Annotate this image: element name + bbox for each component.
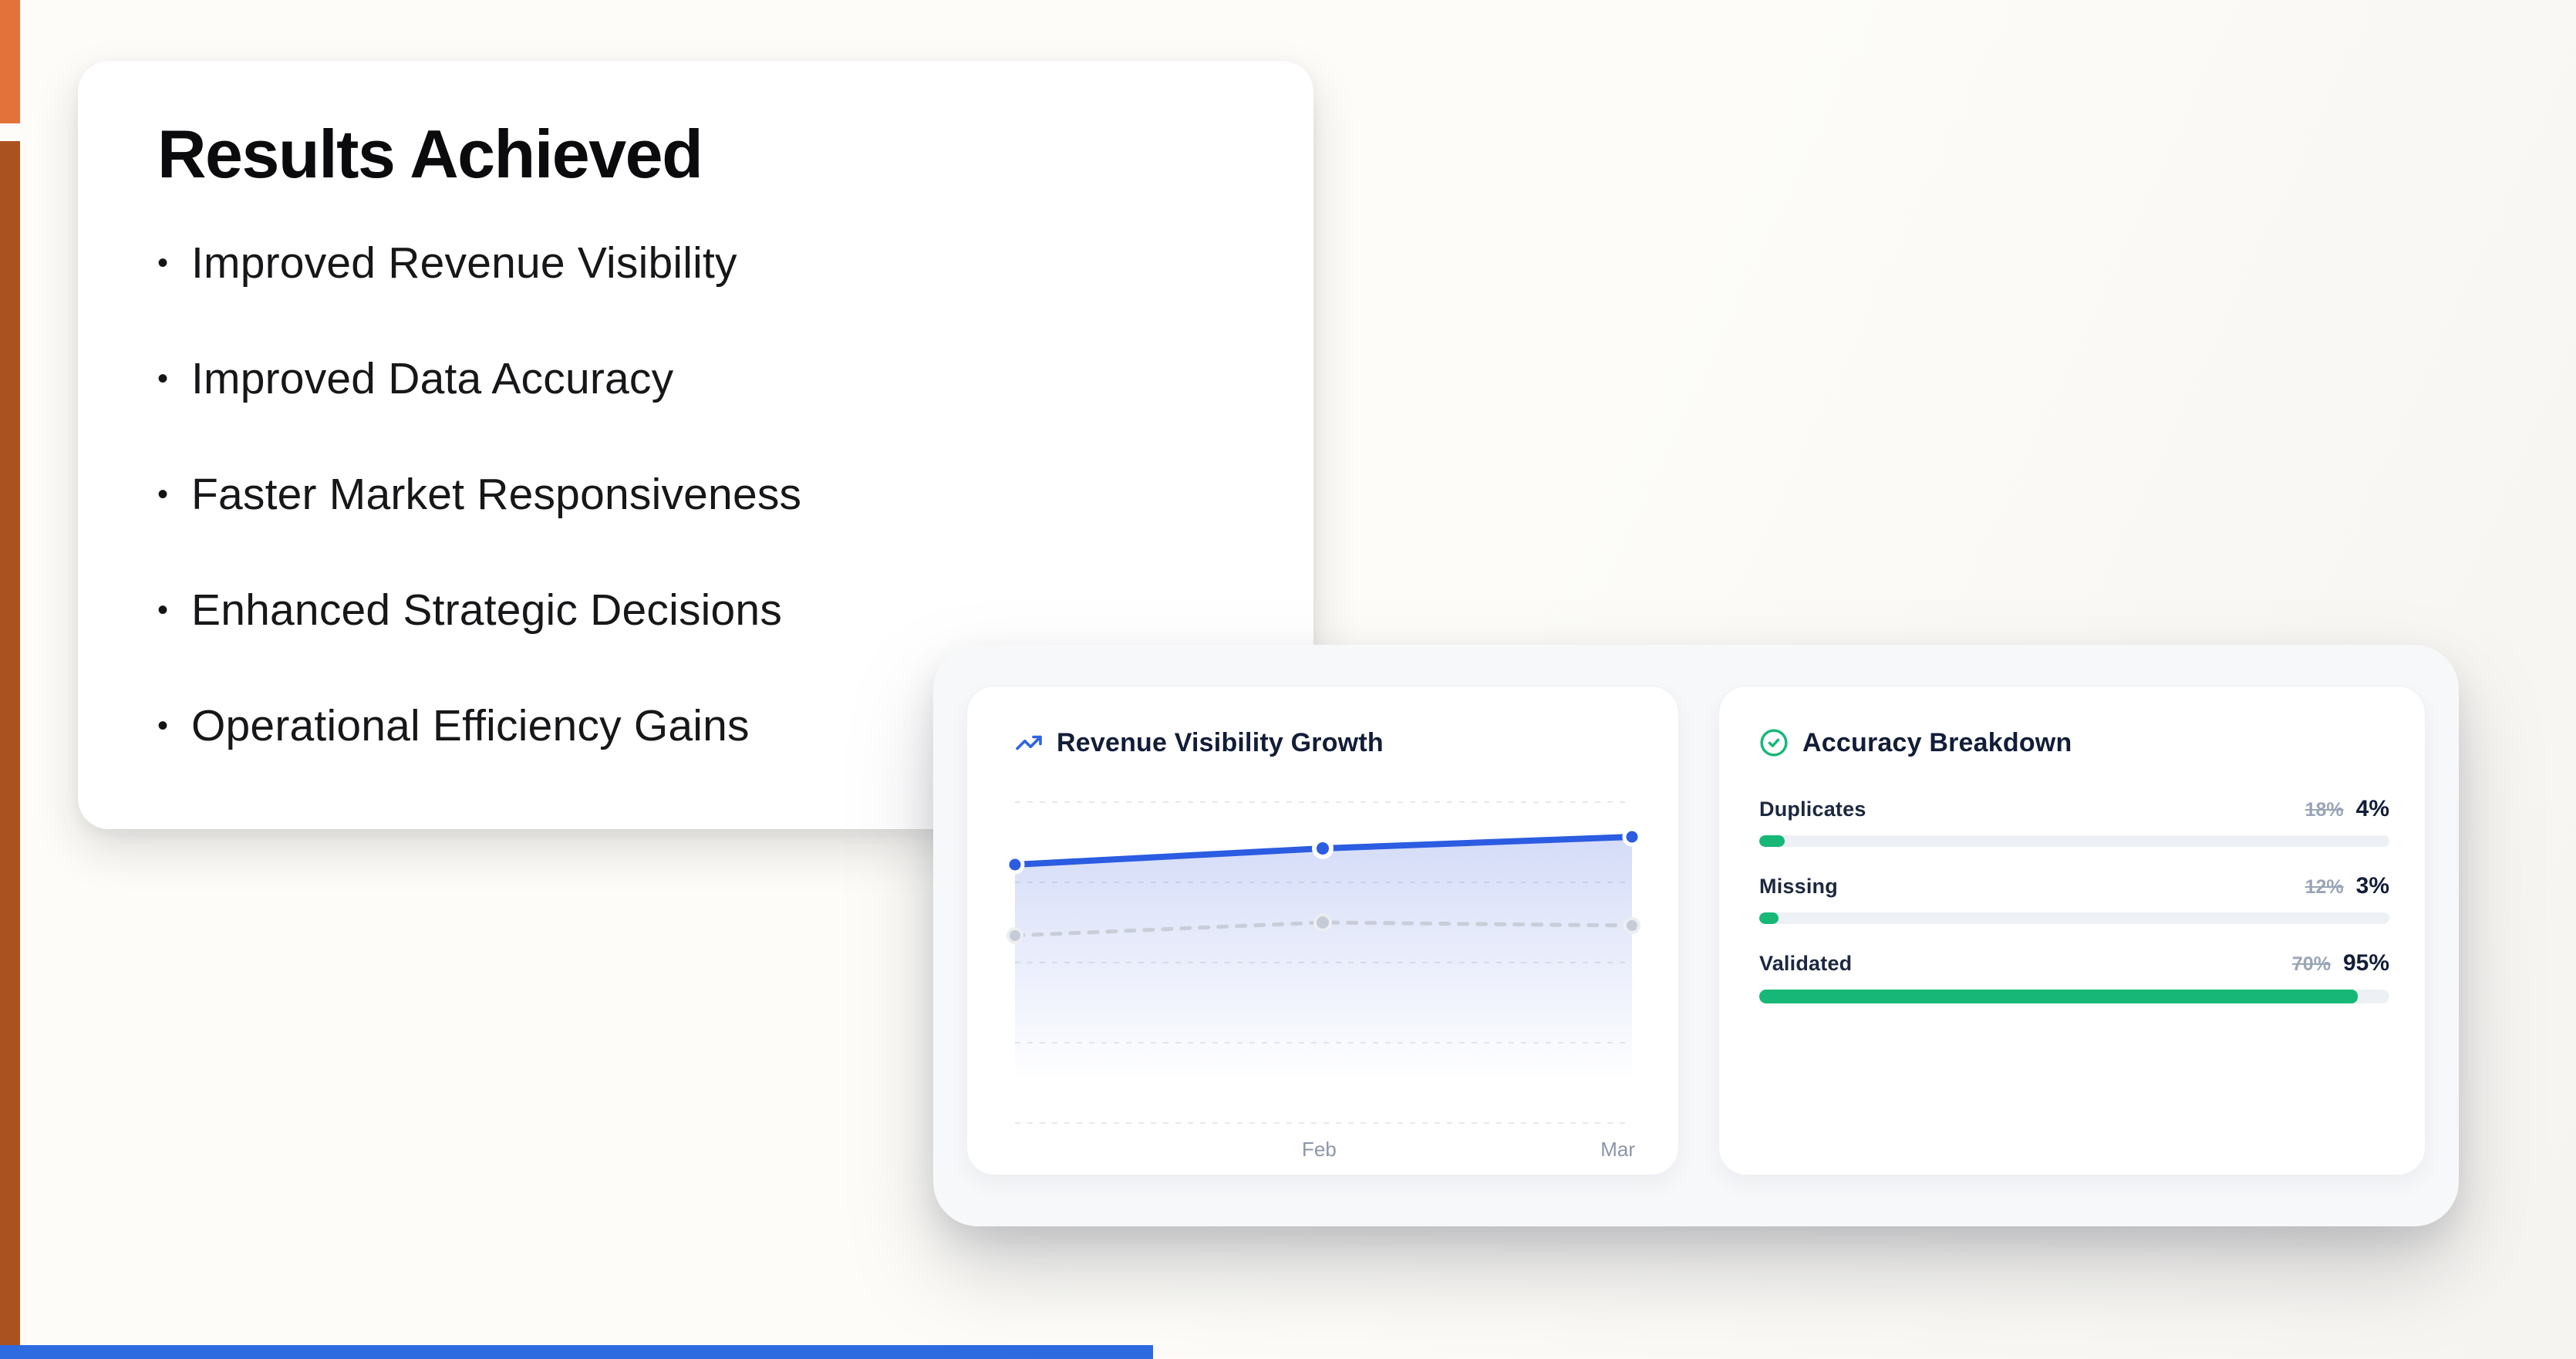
accuracy-card-title: Accuracy Breakdown — [1802, 727, 2072, 757]
accuracy-rows: Duplicates 18% 4% Missing 12% 3% — [1759, 796, 2389, 1003]
progress-fill — [1759, 990, 2359, 1003]
progress-track — [1759, 912, 2389, 924]
revenue-chart-svg — [1005, 801, 1642, 1124]
revenue-growth-card: Revenue Visibility Growth — [966, 686, 1679, 1175]
bullet-text: Faster Market Responsiveness — [191, 470, 802, 520]
progress-fill — [1759, 912, 1779, 924]
bullet-text: Improved Revenue Visibility — [191, 238, 737, 288]
metric-label: Validated — [1759, 952, 1853, 975]
list-item: • Improved Data Accuracy — [157, 352, 1244, 406]
previous-value: 70% — [2291, 953, 2331, 975]
revenue-area-fill — [1015, 837, 1632, 1123]
results-card: Results Achieved • Improved Revenue Visi… — [78, 61, 1313, 829]
x-axis-label-mar: Mar — [1600, 1138, 1635, 1161]
current-value: 4% — [2355, 796, 2389, 821]
accuracy-row-missing: Missing 12% 3% — [1759, 873, 2389, 924]
accuracy-row-validated: Validated 70% 95% — [1759, 950, 2389, 1003]
progress-track — [1759, 835, 2389, 847]
bullet-text: Improved Data Accuracy — [191, 354, 674, 404]
progress-fill — [1759, 835, 1785, 847]
dashboard-panel: Revenue Visibility Growth — [933, 645, 2459, 1226]
list-item: • Faster Market Responsiveness — [157, 467, 1244, 521]
bullet-icon: • — [157, 708, 169, 743]
bullet-text: Enhanced Strategic Decisions — [191, 585, 783, 636]
revenue-card-title: Revenue Visibility Growth — [1057, 727, 1384, 757]
current-value: 3% — [2355, 873, 2389, 899]
list-item: • Enhanced Strategic Decisions — [157, 583, 1244, 637]
current-value: 95% — [2342, 950, 2389, 976]
revenue-line-chart — [1005, 798, 1642, 1133]
left-edge-accent-bar — [0, 141, 20, 1359]
results-bullet-list: • Improved Revenue Visibility • Improved… — [157, 236, 1244, 753]
progress-track — [1759, 990, 2389, 1003]
x-axis: Feb Mar — [1015, 1138, 1635, 1168]
bullet-icon: • — [157, 592, 169, 627]
baseline-dashed-line — [1013, 920, 1634, 938]
accuracy-breakdown-card: Accuracy Breakdown Duplicates 18% 4% — [1718, 686, 2426, 1175]
trending-up-icon — [1015, 729, 1043, 757]
page-title: Results Achieved — [157, 116, 703, 192]
revenue-card-header: Revenue Visibility Growth — [1015, 725, 1630, 760]
baseline-data-points — [1006, 913, 1640, 944]
x-axis-label-feb: Feb — [1302, 1138, 1337, 1161]
metric-label: Duplicates — [1759, 798, 1866, 821]
top-left-accent-bar — [0, 0, 20, 123]
bullet-icon: • — [157, 361, 169, 396]
bullet-text: Operational Efficiency Gains — [191, 701, 750, 751]
list-item: • Improved Revenue Visibility — [157, 236, 1244, 290]
bullet-icon: • — [157, 245, 169, 280]
bullet-icon: • — [157, 477, 169, 511]
list-item: • Operational Efficiency Gains — [157, 699, 1244, 753]
metric-label: Missing — [1759, 875, 1838, 898]
accuracy-row-duplicates: Duplicates 18% 4% — [1759, 796, 2389, 847]
revenue-data-points — [1005, 827, 1642, 875]
previous-value: 18% — [2305, 799, 2344, 821]
accuracy-card-header: Accuracy Breakdown — [1759, 725, 2389, 760]
check-circle-icon — [1759, 728, 1789, 757]
bottom-accent-bar — [0, 1345, 1153, 1359]
previous-value: 12% — [2305, 876, 2344, 898]
